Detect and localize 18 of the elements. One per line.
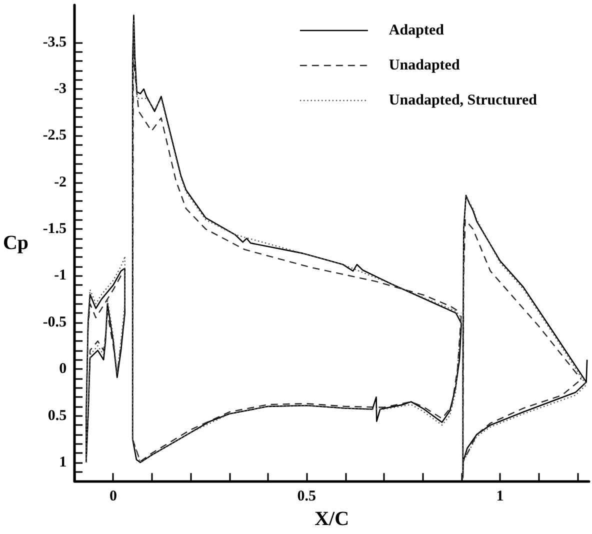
x-tick-label: 0.5 <box>297 488 316 505</box>
legend-label: Adapted <box>388 22 445 38</box>
y-tick-label: 0.5 <box>48 408 67 424</box>
x-axis-title: X/C <box>314 508 350 530</box>
y-tick-label: 0 <box>59 361 67 378</box>
y-tick-label: -3 <box>54 81 67 98</box>
y-tick-label: -1 <box>54 268 67 284</box>
x-tick-label: 1 <box>496 488 504 505</box>
y-tick-label: -0.5 <box>42 314 67 330</box>
y-tick-label: -3.5 <box>42 34 67 50</box>
y-tick-label: -2.5 <box>42 128 67 144</box>
x-tick-label: 0 <box>109 488 117 505</box>
y-tick-label: -1.5 <box>42 221 67 238</box>
legend-label: Unadapted <box>388 58 460 74</box>
y-tick-label: -2 <box>54 174 67 190</box>
y-tick-label: 1 <box>59 454 67 470</box>
legend-label: Unadapted, Structured <box>388 92 538 108</box>
y-axis-title: Cp <box>2 232 29 254</box>
